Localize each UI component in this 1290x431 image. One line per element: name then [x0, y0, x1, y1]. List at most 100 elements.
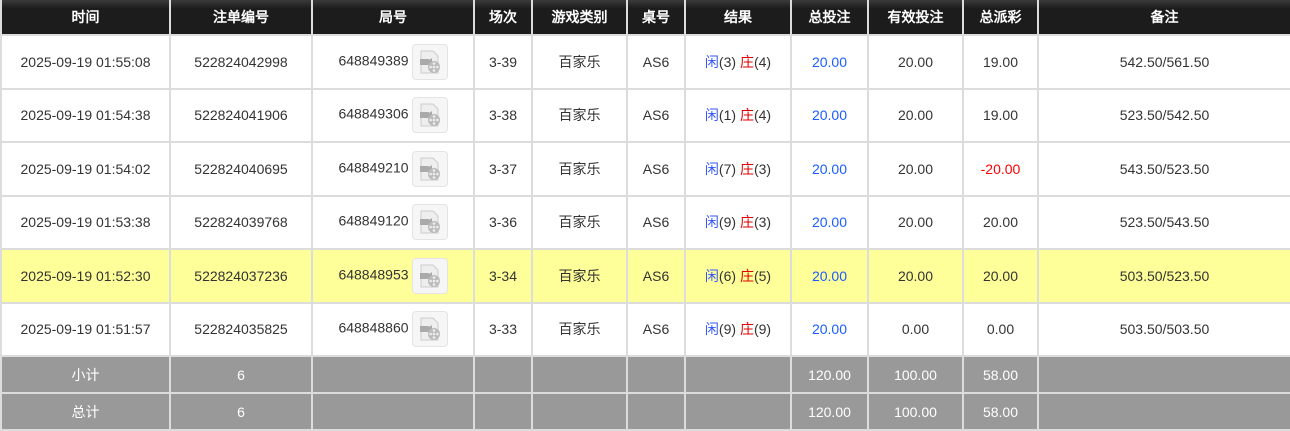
player-label: 闲 — [704, 321, 719, 338]
round-id-cell: 648848860 — [311, 301, 475, 357]
total-bet-cell: 20.00 — [790, 34, 869, 90]
player-score: (1) — [718, 107, 737, 124]
subtotal-payout: 58.00 — [962, 355, 1039, 394]
video-replay-icon[interactable] — [411, 204, 448, 241]
total-row: 总计 6 120.00 100.00 58.00 — [0, 392, 1290, 431]
order-id-cell: 522824035825 — [169, 301, 313, 357]
player-score: (9) — [718, 321, 737, 338]
table-row: 2025-09-19 01:53:38 522824039768 6488491… — [0, 194, 1290, 250]
total-bet-cell: 20.00 — [790, 194, 869, 250]
player-label: 闲 — [704, 267, 719, 284]
payout-cell: 20.00 — [962, 194, 1039, 250]
player-score: (3) — [718, 53, 737, 70]
empty-cell — [684, 392, 792, 431]
total-bet-cell: 20.00 — [790, 141, 869, 197]
round-id-cell: 648849210 — [311, 141, 475, 197]
header-valid-bet: 有效投注 — [867, 0, 964, 36]
total-count: 6 — [169, 392, 313, 431]
video-replay-icon[interactable] — [411, 97, 448, 134]
subtotal-label: 小计 — [0, 355, 171, 394]
banker-score: (3) — [753, 214, 772, 231]
note-cell: 503.50/503.50 — [1037, 301, 1290, 357]
subtotal-valid: 100.00 — [867, 355, 964, 394]
table-row: 2025-09-19 01:54:38 522824041906 6488493… — [0, 87, 1290, 143]
player-label: 闲 — [704, 160, 719, 177]
header-total-bet: 总投注 — [790, 0, 869, 36]
game-type-cell: 百家乐 — [531, 301, 628, 357]
table-no-cell: AS6 — [626, 248, 686, 304]
subtotal-row: 小计 6 120.00 100.00 58.00 — [0, 355, 1290, 394]
header-result: 结果 — [684, 0, 792, 36]
order-id-cell: 522824040695 — [169, 141, 313, 197]
result-cell: 闲(9) 庄(9) — [684, 301, 792, 357]
table-no-cell: AS6 — [626, 301, 686, 357]
round-id-cell: 648849306 — [311, 87, 475, 143]
banker-score: (3) — [753, 160, 772, 177]
video-replay-icon[interactable] — [411, 150, 448, 187]
header-table-no: 桌号 — [626, 0, 686, 36]
banker-label: 庄 — [739, 214, 754, 231]
note-cell: 543.50/523.50 — [1037, 141, 1290, 197]
valid-bet-cell: 20.00 — [867, 141, 964, 197]
table-row: 2025-09-19 01:51:57 522824035825 6488488… — [0, 301, 1290, 357]
empty-cell — [626, 355, 686, 394]
session-cell: 3-33 — [473, 301, 533, 357]
banker-score: (4) — [753, 107, 772, 124]
valid-bet-cell: 20.00 — [867, 248, 964, 304]
session-cell: 3-38 — [473, 87, 533, 143]
session-cell: 3-36 — [473, 194, 533, 250]
payout-cell: 19.00 — [962, 34, 1039, 90]
payout-cell: 19.00 — [962, 87, 1039, 143]
session-cell: 3-34 — [473, 248, 533, 304]
order-id-cell: 522824042998 — [169, 34, 313, 90]
payout-cell: 0.00 — [962, 301, 1039, 357]
video-replay-icon[interactable] — [411, 311, 448, 348]
round-id: 648849306 — [338, 105, 409, 122]
total-payout: 58.00 — [962, 392, 1039, 431]
payout-cell: -20.00 — [962, 141, 1039, 197]
subtotal-count: 6 — [169, 355, 313, 394]
banker-label: 庄 — [739, 321, 754, 338]
result-cell: 闲(1) 庄(4) — [684, 87, 792, 143]
round-id-cell: 648849120 — [311, 194, 475, 250]
round-id: 648849120 — [338, 212, 409, 229]
empty-cell — [626, 392, 686, 431]
time-cell: 2025-09-19 01:51:57 — [0, 301, 171, 357]
game-type-cell: 百家乐 — [531, 87, 628, 143]
result-cell: 闲(3) 庄(4) — [684, 34, 792, 90]
valid-bet-cell: 20.00 — [867, 194, 964, 250]
header-note: 备注 — [1037, 0, 1290, 36]
banker-label: 庄 — [739, 267, 754, 284]
header-total-payout: 总派彩 — [962, 0, 1039, 36]
total-bet-cell: 20.00 — [790, 87, 869, 143]
banker-score: (5) — [753, 267, 772, 284]
note-cell: 542.50/561.50 — [1037, 34, 1290, 90]
table-header: 时间 注单编号 局号 场次 游戏类别 桌号 结果 总投注 有效投注 总派彩 备注 — [0, 0, 1290, 36]
note-cell: 523.50/543.50 — [1037, 194, 1290, 250]
game-type-cell: 百家乐 — [531, 34, 628, 90]
round-id-cell: 648849389 — [311, 34, 475, 90]
empty-cell — [311, 355, 475, 394]
valid-bet-cell: 20.00 — [867, 34, 964, 90]
player-label: 闲 — [704, 53, 719, 70]
game-type-cell: 百家乐 — [531, 141, 628, 197]
game-type-cell: 百家乐 — [531, 194, 628, 250]
player-score: (6) — [718, 267, 737, 284]
video-replay-icon[interactable] — [411, 43, 448, 80]
session-cell: 3-37 — [473, 141, 533, 197]
banker-label: 庄 — [739, 53, 754, 70]
result-cell: 闲(7) 庄(3) — [684, 141, 792, 197]
empty-cell — [1037, 392, 1290, 431]
player-label: 闲 — [704, 107, 719, 124]
header-round-id: 局号 — [311, 0, 475, 36]
time-cell: 2025-09-19 01:54:38 — [0, 87, 171, 143]
empty-cell — [311, 392, 475, 431]
player-score: (7) — [718, 160, 737, 177]
time-cell: 2025-09-19 01:55:08 — [0, 34, 171, 90]
video-replay-icon[interactable] — [411, 257, 448, 294]
result-cell: 闲(6) 庄(5) — [684, 248, 792, 304]
banker-score: (9) — [753, 321, 772, 338]
table-row: 2025-09-19 01:52:30 522824037236 6488489… — [0, 248, 1290, 304]
header-session: 场次 — [473, 0, 533, 36]
